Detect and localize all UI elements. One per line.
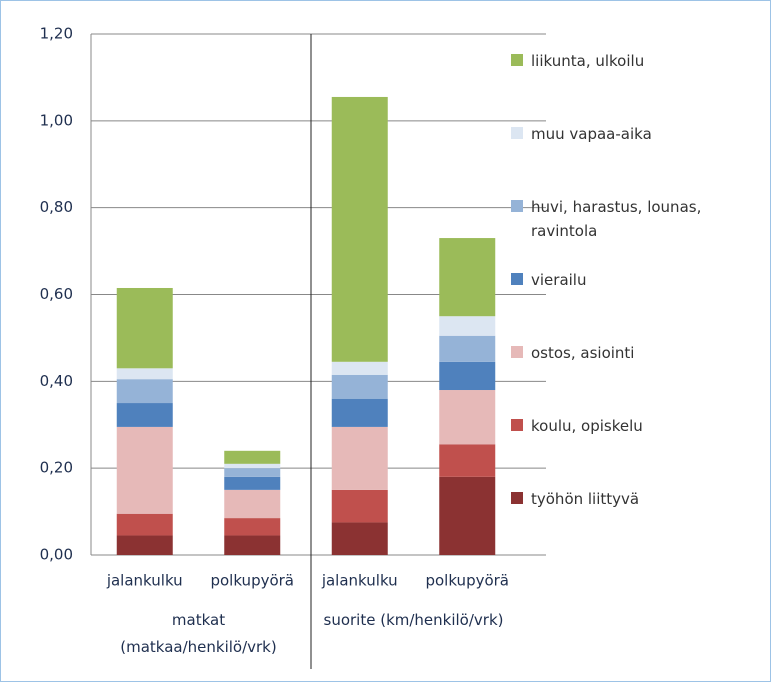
- legend-item: koulu, opiskelu: [511, 414, 746, 438]
- bar-segment: [116, 535, 173, 555]
- bar-segment: [116, 368, 173, 380]
- bar-segment: [331, 426, 388, 490]
- bar-segment: [439, 444, 496, 477]
- legend-label: ostos, asiointi: [531, 344, 635, 362]
- bar-segment: [224, 518, 281, 536]
- bar-segment: [331, 361, 388, 375]
- bar-segment: [116, 379, 173, 404]
- x-tick-label: jalankulku: [321, 572, 398, 590]
- legend-swatch: [511, 492, 523, 504]
- bar-segment: [116, 426, 173, 514]
- legend-label: koulu, opiskelu: [531, 417, 643, 435]
- y-tick-label: 1,20: [40, 25, 73, 43]
- bar-segment: [439, 335, 496, 362]
- legend-item: liikunta, ulkoilu: [511, 49, 746, 73]
- bar-segment: [224, 450, 281, 464]
- legend-swatch: [511, 346, 523, 358]
- bar-segment: [331, 522, 388, 555]
- bar-segment: [116, 403, 173, 427]
- legend-label: vierailu: [531, 271, 587, 289]
- legend-item: muu vapaa-aika: [511, 122, 746, 146]
- bar-segment: [116, 287, 173, 369]
- legend-label: työhön liittyvä: [531, 490, 640, 508]
- bar-segment: [331, 374, 388, 399]
- y-tick-label: 0,20: [40, 459, 73, 477]
- legend-item: työhön liittyvä: [511, 487, 746, 511]
- bar-segment: [439, 390, 496, 445]
- bar-segment: [116, 513, 173, 536]
- bar-segment: [331, 96, 388, 362]
- bar-segment: [224, 489, 281, 519]
- legend-label: muu vapaa-aika: [531, 125, 652, 143]
- group-label: suorite (km/henkilö/vrk): [323, 611, 504, 629]
- y-tick-label: 0,00: [40, 546, 73, 564]
- legend-item: ostos, asiointi: [511, 341, 746, 365]
- x-tick-label: polkupyörä: [425, 572, 509, 590]
- x-tick-label: jalankulku: [106, 572, 183, 590]
- y-tick-label: 1,00: [40, 111, 73, 129]
- legend-swatch: [511, 54, 523, 66]
- bar-segment: [439, 476, 496, 555]
- legend-item: huvi, harastus, lounas, ravintola: [511, 195, 746, 243]
- legend-swatch: [511, 200, 523, 212]
- x-tick-label: polkupyörä: [210, 572, 294, 590]
- legend-swatch: [511, 127, 523, 139]
- legend-swatch: [511, 419, 523, 431]
- legend-item: vierailu: [511, 268, 746, 292]
- y-tick-label: 0,80: [40, 198, 73, 216]
- bar-segment: [439, 361, 496, 391]
- bar-segment: [331, 489, 388, 523]
- bar-segment: [439, 316, 496, 336]
- group-label: matkat (matkaa/henkilö/vrk): [120, 611, 277, 656]
- legend-swatch: [511, 273, 523, 285]
- bar-segment: [331, 398, 388, 427]
- bar-segment: [439, 238, 496, 317]
- bar-segment: [224, 463, 281, 469]
- legend-label: liikunta, ulkoilu: [531, 52, 645, 70]
- y-tick-label: 0,40: [40, 372, 73, 390]
- legend-label: huvi, harastus, lounas, ravintola: [531, 198, 702, 240]
- bar-segment: [224, 476, 281, 490]
- bar-segment: [224, 535, 281, 555]
- bar-segment: [224, 468, 281, 477]
- y-tick-label: 0,60: [40, 285, 73, 303]
